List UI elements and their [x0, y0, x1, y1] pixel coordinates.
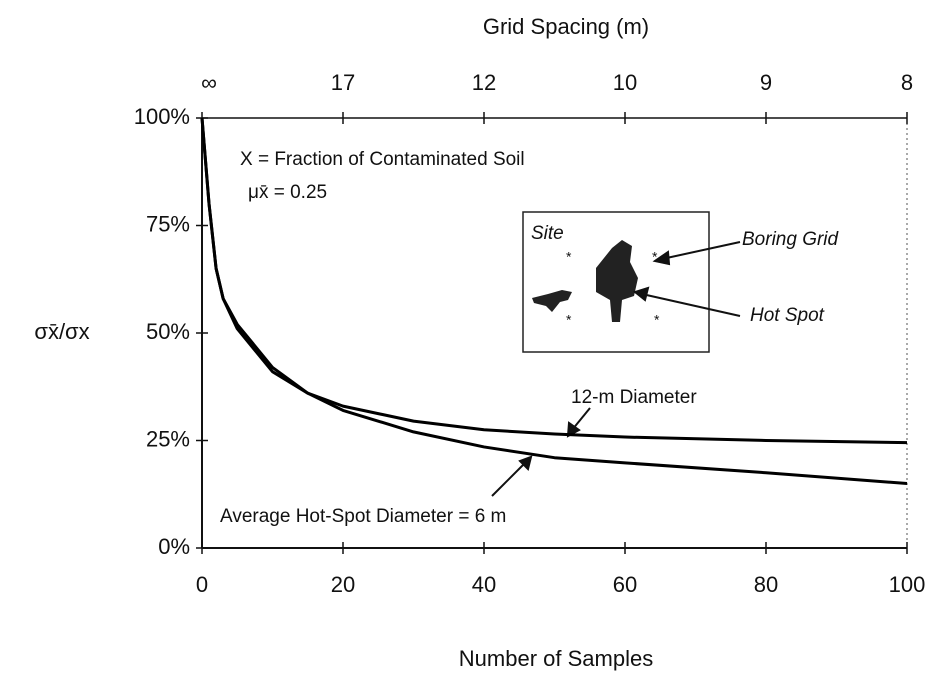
hot-spot-blob [596, 240, 638, 322]
x2-tick-label: 8 [901, 70, 913, 95]
x2-tick-label: ∞ [201, 70, 217, 95]
svg-text:*: * [654, 312, 660, 328]
svg-text:*: * [566, 249, 572, 265]
x-tick-label: 100 [889, 572, 926, 597]
y-tick-label: 50% [146, 319, 190, 344]
svg-text:*: * [566, 312, 572, 328]
x2-tick-label: 9 [760, 70, 772, 95]
x2-tick-label: 10 [613, 70, 637, 95]
arrows [491, 241, 741, 497]
y-tick-label: 75% [146, 211, 190, 236]
x-tick-label: 40 [472, 572, 496, 597]
x-tick-label: 0 [196, 572, 208, 597]
svg-text:*: * [652, 249, 658, 265]
y-tick-label: 0% [158, 534, 190, 559]
annotation: Boring Grid [742, 229, 840, 250]
x-tick-label: 60 [613, 572, 637, 597]
hot-spot-blob [532, 290, 572, 312]
y-axis-title: σx̄/σx [34, 319, 89, 344]
annotation: μx̄ = 0.25 [248, 182, 327, 203]
annotation: X = Fraction of Contaminated Soil [240, 149, 525, 170]
x2-tick-label: 12 [472, 70, 496, 95]
top-axis-title: Grid Spacing (m) [483, 14, 649, 39]
x-tick-label: 20 [331, 572, 355, 597]
grid-stars: * * * * [566, 249, 660, 328]
x-axis-title: Number of Samples [459, 646, 653, 671]
series-label: 12-m Diameter [571, 387, 697, 408]
annotation: Hot Spot [750, 305, 825, 326]
series-label: Average Hot-Spot Diameter = 6 m [220, 506, 506, 527]
y-tick-label: 100% [134, 104, 190, 129]
inset-label: Site [531, 223, 564, 244]
line-series [200, 117, 908, 485]
y-tick-label: 25% [146, 426, 190, 451]
inset: Site * * * * [522, 211, 710, 353]
inset-frame [522, 211, 710, 353]
x-tick-label: 80 [754, 572, 778, 597]
x2-tick-label: 17 [331, 70, 355, 95]
